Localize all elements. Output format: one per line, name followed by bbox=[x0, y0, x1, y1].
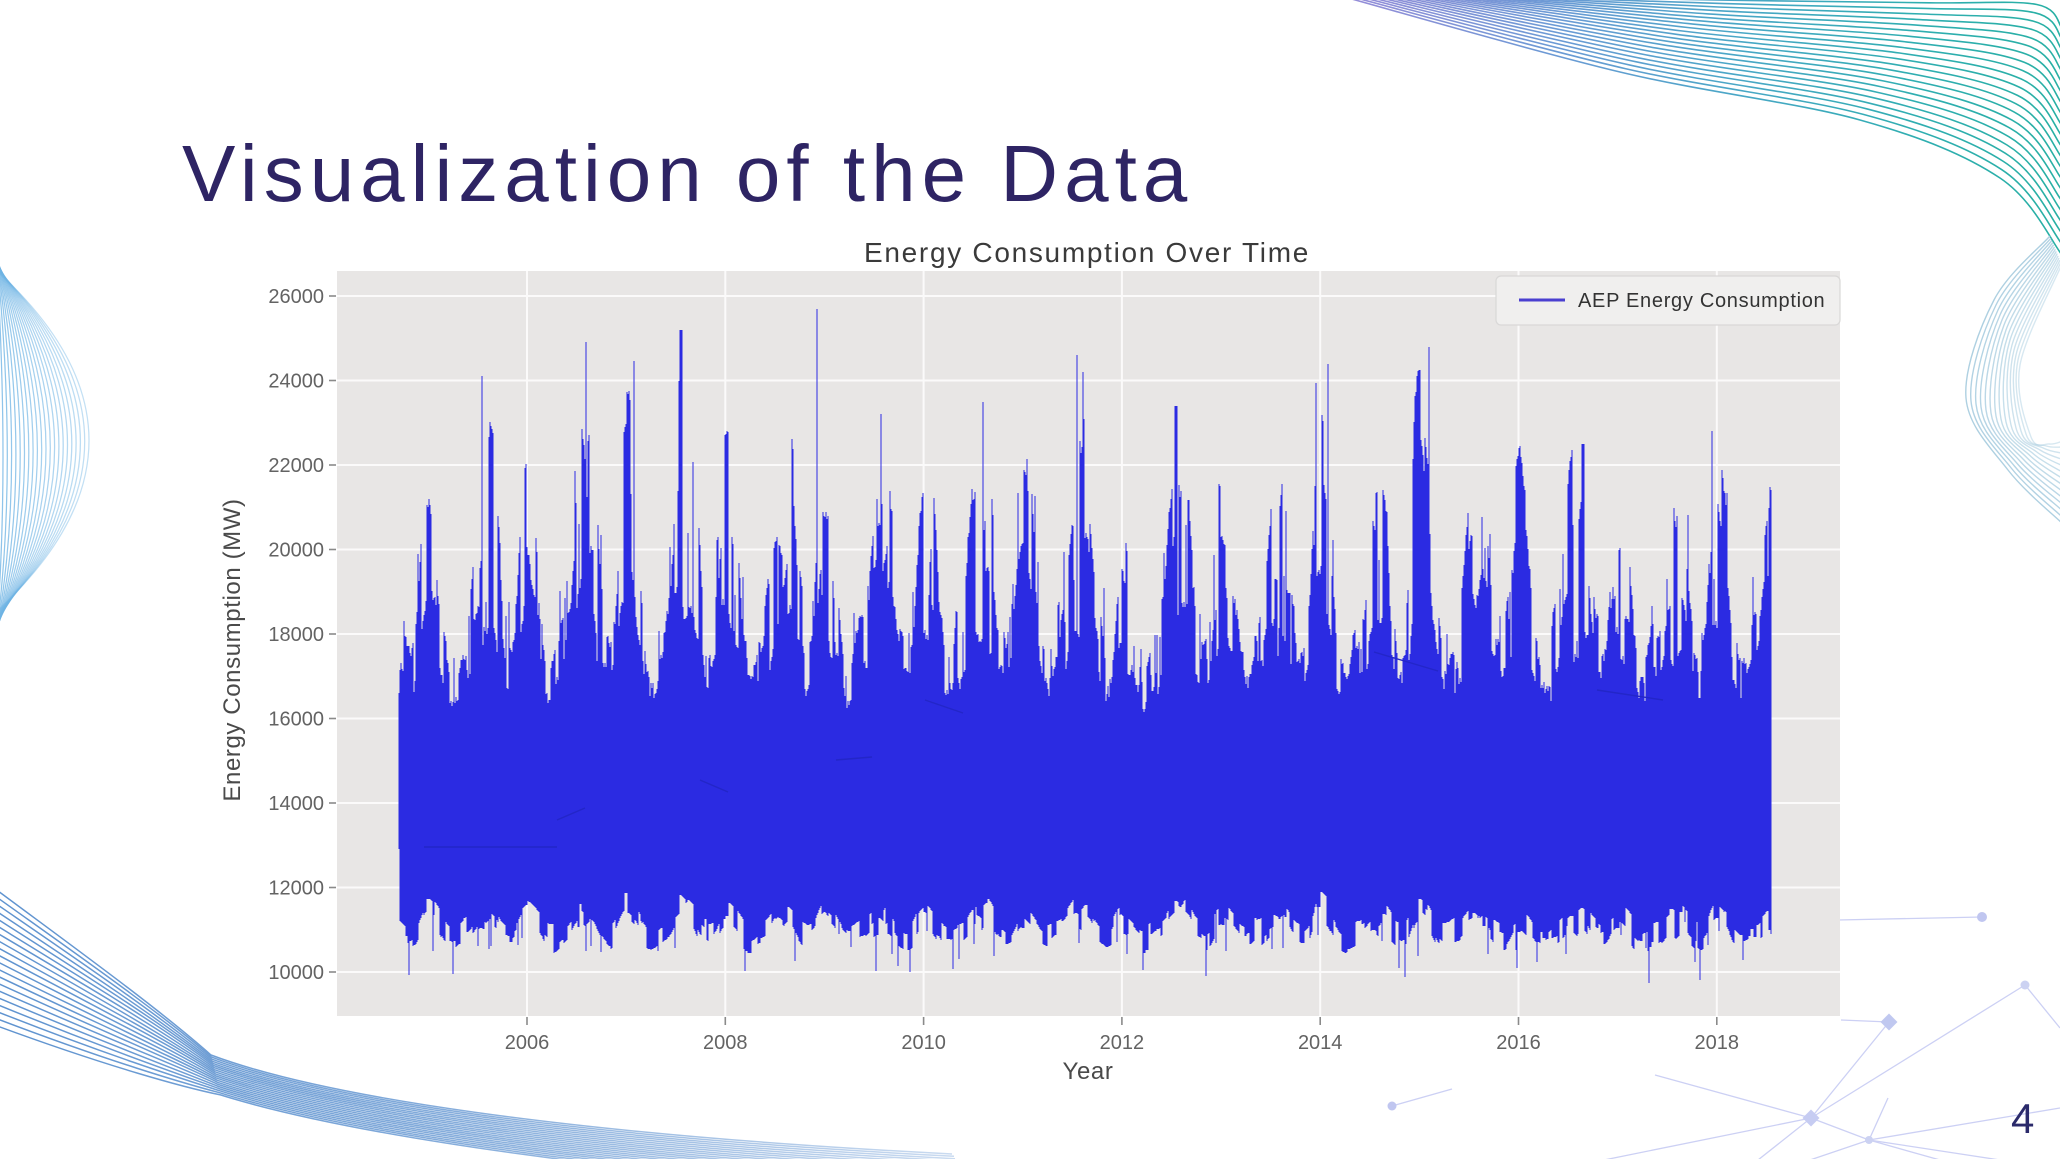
svg-text:4: 4 bbox=[2011, 1095, 2034, 1142]
svg-text:26000: 26000 bbox=[268, 286, 324, 308]
svg-text:12000: 12000 bbox=[268, 878, 324, 900]
svg-text:10000: 10000 bbox=[268, 962, 324, 984]
svg-text:24000: 24000 bbox=[268, 371, 324, 393]
svg-text:2014: 2014 bbox=[1298, 1032, 1343, 1054]
svg-text:2010: 2010 bbox=[901, 1032, 946, 1054]
svg-text:22000: 22000 bbox=[268, 455, 324, 477]
svg-text:18000: 18000 bbox=[268, 624, 324, 646]
svg-text:Energy Consumption (MW): Energy Consumption (MW) bbox=[219, 498, 246, 801]
svg-text:16000: 16000 bbox=[268, 709, 324, 731]
svg-text:AEP Energy Consumption: AEP Energy Consumption bbox=[1578, 290, 1825, 312]
svg-text:2018: 2018 bbox=[1695, 1032, 1740, 1054]
svg-text:2016: 2016 bbox=[1496, 1032, 1541, 1054]
svg-text:2006: 2006 bbox=[505, 1032, 550, 1054]
svg-text:2008: 2008 bbox=[703, 1032, 748, 1054]
svg-text:Year: Year bbox=[1063, 1058, 1114, 1085]
svg-text:Visualization of the Data: Visualization of the Data bbox=[182, 129, 1193, 218]
svg-text:2012: 2012 bbox=[1100, 1032, 1145, 1054]
svg-text:20000: 20000 bbox=[268, 540, 324, 562]
svg-text:Energy Consumption Over Time: Energy Consumption Over Time bbox=[864, 237, 1310, 268]
svg-text:14000: 14000 bbox=[268, 793, 324, 815]
